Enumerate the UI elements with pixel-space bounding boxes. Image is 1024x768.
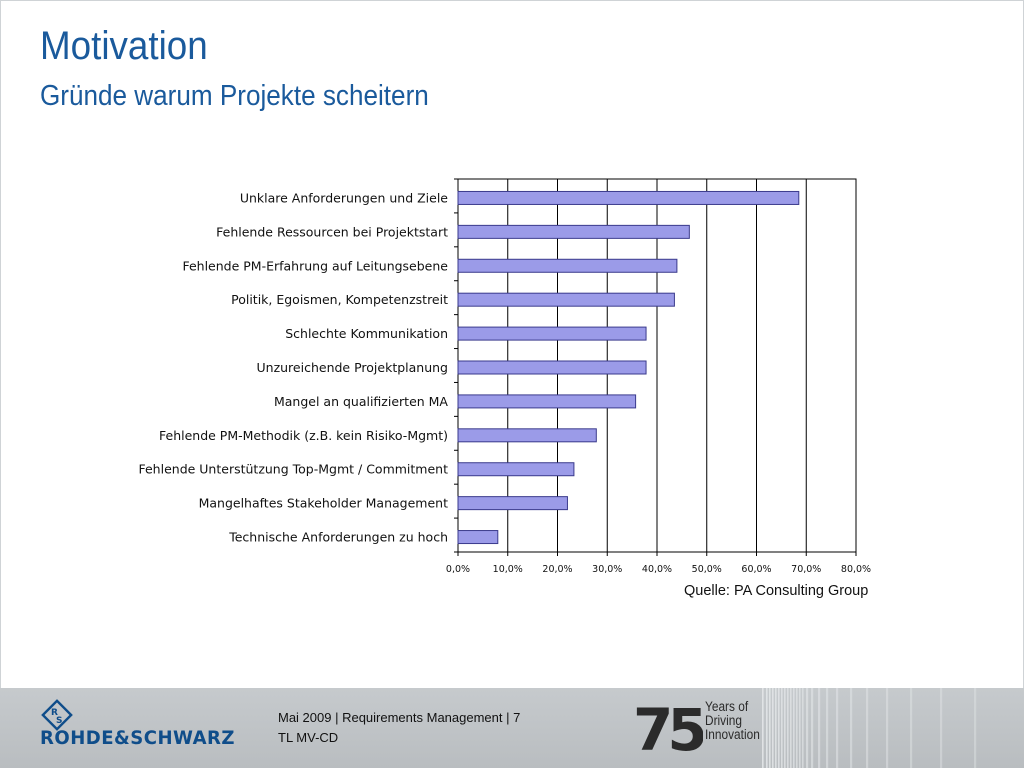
brand-name: ROHDE&SCHWARZ (40, 727, 235, 749)
x-tick-label: 20,0% (542, 564, 572, 575)
bar (457, 496, 568, 511)
category-label: Technische Anforderungen zu hoch (228, 530, 448, 545)
decorative-stripe (793, 688, 795, 768)
anniversary-line-2: Driving (705, 713, 742, 728)
category-label: Politik, Egoismen, Kompetenzstreit (231, 292, 448, 307)
x-tick-label: 30,0% (592, 564, 622, 575)
category-label: Fehlende Unterstützung Top-Mgmt / Commit… (138, 462, 448, 477)
x-tick-label: 50,0% (692, 564, 722, 575)
decorative-stripe (772, 688, 774, 768)
anniversary-number: 75 (633, 698, 703, 754)
decorative-stripe (799, 688, 801, 768)
bar (457, 326, 647, 341)
svg-text:S: S (56, 716, 62, 726)
bar-chart: Unklare Anforderungen und Ziele Fehlende … (138, 178, 871, 575)
chart-tick-labels: 0,0% 10,0% 20,0% 30,0% 40,0% 50,0% 60,0% 70,0% 8… (446, 564, 871, 575)
bar (457, 462, 575, 477)
decorative-stripe (790, 688, 792, 768)
decorative-stripe (796, 688, 798, 768)
category-label: Mangelhaftes Stakeholder Management (199, 496, 449, 511)
x-tick-label: 40,0% (642, 564, 672, 575)
category-label: Mangel an qualifizierten MA (274, 394, 448, 409)
x-tick-label: 60,0% (741, 564, 771, 575)
x-tick-label: 0,0% (446, 564, 470, 575)
decorative-stripe (806, 688, 809, 768)
bar (457, 428, 597, 443)
decorative-stripe (818, 688, 821, 768)
anniversary-line-1: Years of (705, 699, 749, 714)
decorative-stripe (836, 688, 839, 768)
rohde-schwarz-logo-icon: R S (41, 699, 73, 731)
decorative-stripe (778, 688, 780, 768)
bar (457, 190, 800, 205)
decorative-stripe (866, 688, 869, 768)
decorative-stripe (766, 688, 768, 768)
decorative-stripe (826, 688, 829, 768)
svg-text:R: R (51, 708, 58, 718)
decorative-stripe (802, 688, 804, 768)
bar (457, 258, 678, 273)
bar (457, 394, 637, 409)
decorative-stripe (769, 688, 771, 768)
decorative-stripe (787, 688, 789, 768)
footer-bar: R S ROHDE&SCHWARZ Mai 2009 | Requirement… (0, 688, 1024, 768)
slide-subtitle: Gründe warum Projekte scheitern (40, 80, 429, 112)
footer-date-title: Mai 2009 | Requirements Management | 7 (278, 710, 521, 725)
category-label: Fehlende PM-Erfahrung auf Leitungsebene (182, 258, 448, 273)
category-label: Unzureichende Projektplanung (257, 360, 449, 375)
x-tick-label: 80,0% (841, 564, 871, 575)
anniversary-75-icon: 75 (633, 698, 703, 754)
decorative-stripe (974, 688, 977, 768)
decorative-stripe (762, 688, 764, 768)
anniversary-text: Years of Driving Innovation (705, 700, 760, 742)
decorative-stripe (811, 688, 814, 768)
bar (457, 224, 690, 239)
footer-department: TL MV-CD (278, 730, 339, 745)
decorative-stripe (940, 688, 943, 768)
decorative-stripe (886, 688, 889, 768)
bar (457, 292, 675, 307)
slide-title: Motivation (40, 24, 208, 68)
bar (457, 360, 647, 375)
decorative-stripes (762, 688, 977, 768)
category-label: Schlechte Kommunikation (285, 326, 448, 341)
decorative-stripe (910, 688, 913, 768)
category-label: Unklare Anforderungen und Ziele (240, 190, 448, 205)
decorative-stripe (775, 688, 777, 768)
bar (457, 530, 499, 545)
decorative-stripe (781, 688, 783, 768)
decorative-stripe (784, 688, 786, 768)
chart-source: Quelle: PA Consulting Group (684, 583, 869, 599)
chart-category-labels: Unklare Anforderungen und Ziele Fehlende … (138, 190, 448, 544)
chart-bars (457, 190, 800, 545)
category-label: Fehlende PM-Methodik (z.B. kein Risiko-M… (159, 428, 448, 443)
category-label: Fehlende Ressourcen bei Projektstart (216, 224, 448, 239)
x-tick-label: 10,0% (493, 564, 523, 575)
anniversary-line-3: Innovation (705, 727, 760, 742)
x-tick-label: 70,0% (791, 564, 821, 575)
decorative-stripe (850, 688, 853, 768)
